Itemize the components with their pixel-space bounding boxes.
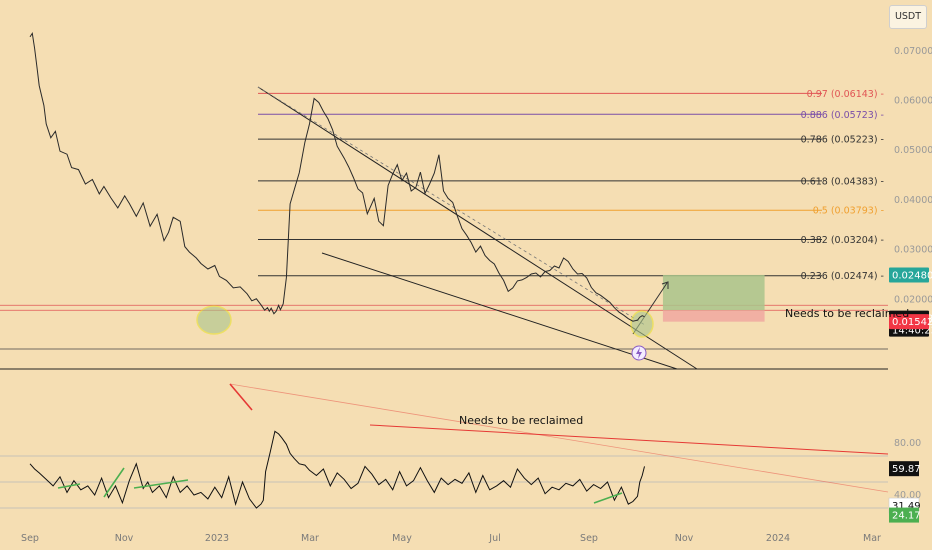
fib-label-4: 0.5 (0.03793) - (813, 206, 884, 217)
rsi-divergence-red (229, 383, 253, 411)
wedge-lower-trendline (321, 252, 678, 370)
rsi-tick-0: 80.00 (894, 438, 921, 449)
price-tag-sub-1: 14:40:23 (892, 326, 932, 337)
price-tick-2: 0.05000 (894, 145, 932, 156)
trendline-layer (196, 86, 698, 370)
x-tick-0: Sep (21, 533, 39, 544)
target-zone (662, 274, 765, 311)
x-tick-4: May (392, 533, 412, 544)
price-tag-box-0 (889, 267, 929, 283)
price-axis-ticks: 0.07000 0.06000 0.05000 0.04000 0.03000 0.020… (894, 46, 932, 305)
rsi-resistance-line (369, 424, 889, 455)
time-axis: Sep Nov 2023 Mar May Jul Sep Nov 2024 Mar (21, 533, 881, 544)
fib-label-6: 0.236 (0.02474) - (801, 271, 884, 282)
x-tick-5: Jul (488, 533, 500, 544)
rsi-tick-1: 40.00 (894, 490, 921, 501)
annotation-needs-reclaimed-rsi: Needs to be reclaimed (459, 414, 583, 427)
x-tick-1: Nov (115, 533, 134, 544)
price-tick-1: 0.06000 (894, 96, 932, 107)
currency-unit-button[interactable]: USDT (889, 5, 927, 29)
rsi-tag-box-2 (889, 507, 919, 523)
lightning-icon[interactable] (631, 345, 647, 361)
price-pane: 0.97 (0.06143) - 0.886 (0.05723) - 0.786 (… (0, 32, 932, 370)
price-tick-0: 0.07000 (894, 46, 932, 57)
rsi-tag-0: 59.87 (892, 464, 921, 475)
fib-label-1: 0.886 (0.05723) - (801, 110, 884, 121)
highlight-bottom-circle (196, 305, 232, 335)
price-tag-0: 0.02480 (892, 270, 932, 281)
stop-zone (662, 310, 765, 322)
fib-label-0: 0.97 (0.06143) - (807, 89, 884, 100)
fib-label-2: 0.786 (0.05223) - (801, 135, 884, 146)
target-box-layer (632, 274, 765, 335)
rsi-divergence-green (57, 467, 623, 504)
price-tags: 0.024800.0161214:40:230.01542 (889, 267, 932, 337)
fib-label-3: 0.618 (0.04383) - (801, 176, 884, 187)
wedge-mid-trendline (257, 86, 646, 326)
x-tick-9: Mar (863, 533, 881, 544)
x-tick-7: Nov (675, 533, 694, 544)
rsi-tag-1: 31.49 (892, 501, 921, 512)
rsi-tag-2: 24.17 (892, 511, 921, 522)
rsi-long-trendline (229, 383, 889, 493)
x-tick-6: Sep (580, 533, 598, 544)
wedge-upper-trendline (257, 86, 698, 370)
price-tag-2: 0.01542 (892, 317, 932, 328)
x-tick-8: 2024 (766, 533, 790, 544)
price-tick-5: 0.02000 (894, 294, 932, 305)
rsi-series-line (29, 430, 645, 509)
rsi-tag-box-0 (889, 461, 919, 477)
x-tick-3: Mar (301, 533, 319, 544)
rsi-axis-ticks: 80.00 40.00 (894, 438, 921, 501)
price-tick-4: 0.03000 (894, 245, 932, 256)
price-tick-3: 0.04000 (894, 195, 932, 206)
rsi-line-layer (29, 383, 645, 509)
price-line-layer (29, 32, 645, 322)
price-series-line (29, 32, 645, 322)
annotation-needs-reclaimed-price: Needs to be reclaimed (785, 307, 909, 320)
price-tag-box-2 (889, 314, 929, 330)
x-tick-2: 2023 (205, 533, 229, 544)
highlight-breakout-circle (630, 310, 654, 338)
fib-label-5: 0.382 (0.03204) - (801, 235, 884, 246)
rsi-band-lines (0, 383, 889, 509)
